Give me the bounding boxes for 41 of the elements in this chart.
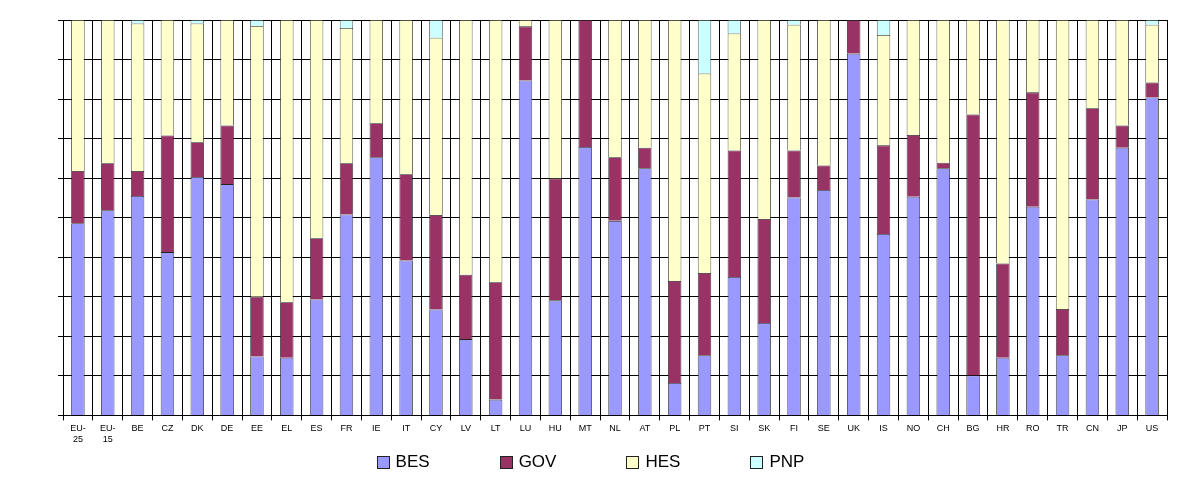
- x-tick-label: IS: [879, 423, 888, 434]
- x-tick-label: AT: [639, 423, 651, 434]
- x-tick-label: IT: [402, 423, 411, 434]
- x-tick-label: LU: [519, 423, 532, 434]
- x-tick-label: CZ: [161, 423, 174, 434]
- x-tick-label: JP: [1116, 423, 1128, 434]
- x-tick-label: MT: [578, 423, 593, 434]
- x-tick-label: DE: [220, 423, 234, 434]
- x-tick-label: PT: [698, 423, 711, 434]
- x-tick-label: CH: [936, 423, 950, 434]
- x-tick-label: NO: [906, 423, 921, 434]
- legend-label: BES: [395, 452, 430, 472]
- x-tick-label: ES: [310, 423, 323, 434]
- x-tick-label: DK: [191, 423, 204, 434]
- x-tick-label: TR: [1056, 423, 1070, 434]
- x-tick-label: EU-15: [100, 423, 116, 445]
- x-tick-label: LV: [460, 423, 471, 434]
- x-tick-label: UK: [847, 423, 860, 434]
- x-tick-label: EU-25: [70, 423, 86, 445]
- x-tick-label: SK: [758, 423, 771, 434]
- x-tick-label: EE: [250, 423, 263, 434]
- x-tick-label: SI: [730, 423, 739, 434]
- x-tick-label: PL: [669, 423, 681, 434]
- legend-label: GOV: [518, 452, 557, 472]
- x-tick-label: HR: [996, 423, 1010, 434]
- x-tick-label: NL: [609, 423, 621, 434]
- x-tick-label: SE: [817, 423, 830, 434]
- x-tick-label: FI: [790, 423, 799, 434]
- x-tick-label: CY: [429, 423, 443, 434]
- x-tick-label: CN: [1085, 423, 1099, 434]
- x-tick-label: US: [1145, 423, 1159, 434]
- x-tick-label: LT: [490, 423, 502, 434]
- x-tick-label: RO: [1025, 423, 1040, 434]
- legend-label: PNP: [769, 452, 805, 472]
- legend-label: HES: [645, 452, 681, 472]
- x-tick-label: FR: [340, 423, 353, 434]
- x-tick-label: EL: [281, 423, 293, 434]
- x-tick-label: BE: [131, 423, 144, 434]
- x-tick-label: HU: [548, 423, 562, 434]
- x-tick-label: IE: [372, 423, 381, 434]
- x-tick-label: BG: [966, 423, 980, 434]
